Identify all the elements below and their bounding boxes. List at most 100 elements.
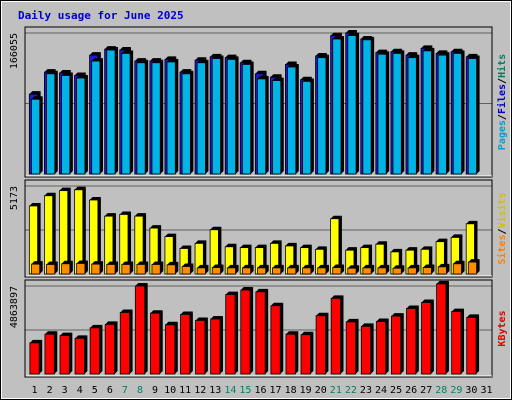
visits-panel-visits-bar-day-10-top	[164, 233, 177, 237]
hits-panel-files-bar-day-6-face	[106, 49, 116, 175]
x-tick-label-day-22: 22	[345, 385, 357, 396]
kbytes-panel-kbytes-bar-day-30-top	[466, 314, 480, 318]
hits-panel-side-label-part-3: /	[497, 78, 508, 84]
visits-panel-sites-bar-day-11-face	[181, 266, 191, 275]
visits-panel-visits-bar-day-30-top	[466, 220, 478, 224]
x-tick-label-day-21: 21	[330, 385, 342, 396]
visits-panel-visits-bar-day-13-top	[210, 226, 222, 230]
hits-panel-files-bar-day-9-top	[151, 59, 164, 63]
hits-panel-files-bar-day-28	[437, 52, 450, 175]
hits-panel-files-bar-day-15-side	[250, 61, 254, 174]
hits-panel-files-bar-day-6	[106, 47, 119, 175]
visits-panel-sites-bar-day-22-top	[347, 265, 360, 269]
visits-panel-sites-bar-day-26-top	[408, 264, 420, 268]
hits-panel-files-bar-day-4-top	[76, 75, 88, 79]
x-tick-label-day-12: 12	[194, 385, 206, 396]
visits-panel-sites-bar-day-20	[317, 264, 329, 275]
kbytes-panel-kbytes-bar-day-12	[195, 317, 208, 375]
visits-panel-sites-bar-day-2-face	[46, 264, 56, 275]
hits-panel-files-bar-day-17-side	[280, 77, 284, 174]
kbytes-panel-kbytes-bar-day-4	[74, 335, 88, 375]
hits-panel-ymax-label: 166055	[9, 33, 20, 69]
x-tick-label-day-25: 25	[390, 385, 402, 396]
hits-panel-files-bar-day-10-side	[175, 58, 179, 174]
hits-panel-files-bar-day-5-top	[91, 58, 103, 62]
visits-panel-visits-bar-day-27	[420, 246, 433, 275]
x-tick-label-day-20: 20	[315, 385, 327, 396]
hits-panel-files-bar-day-16-top	[257, 75, 269, 79]
visits-panel-sites-bar-day-15	[241, 264, 254, 275]
x-tick-label-day-14: 14	[224, 385, 236, 396]
visits-panel-sites-bar-day-3	[61, 260, 73, 275]
visits-panel-sites-bar-day-8	[136, 261, 149, 275]
x-tick-label-day-19: 19	[300, 385, 312, 396]
visits-panel-visits-bar-day-4-top	[74, 186, 86, 190]
kbytes-panel-kbytes-bar-day-30-side	[476, 314, 480, 374]
kbytes-panel-kbytes-bar-day-26-top	[406, 305, 419, 309]
kbytes-panel-kbytes-bar-day-15-side	[250, 287, 254, 374]
visits-panel-sites-bar-day-13	[211, 264, 224, 275]
hits-panel-files-bar-day-25-side	[401, 50, 405, 174]
visits-panel-sites-bar-day-15-face	[241, 267, 252, 275]
visits-panel-sites-bar-day-18-side	[295, 264, 299, 274]
visits-panel-sites-bar-day-20-top	[317, 264, 329, 268]
hits-panel-files-bar-day-24	[377, 51, 390, 175]
visits-panel-visits-bar-day-23-top	[360, 244, 373, 248]
hits-panel-files-bar-day-23-face	[362, 39, 372, 175]
visits-panel-visits-bar-day-13-side	[218, 226, 222, 274]
hits-panel-files-bar-day-20-side	[325, 54, 329, 174]
kbytes-panel-kbytes-bar-day-7-face	[119, 312, 130, 375]
visits-panel-visits-bar-day-1-top	[29, 202, 41, 206]
hits-panel-files-bar-day-10	[166, 58, 179, 175]
visits-panel-visits-bar-day-2-side	[52, 192, 56, 274]
visits-panel-sites-bar-day-28	[437, 263, 450, 275]
kbytes-panel-kbytes-bar-day-22-side	[355, 318, 359, 374]
hits-panel-files-bar-day-30-top	[468, 55, 480, 59]
visits-panel-sites-bar-day-2	[46, 261, 58, 275]
kbytes-panel-kbytes-bar-day-26-side	[415, 305, 419, 374]
hits-panel-hits-bar-day-27-top	[421, 45, 433, 49]
hits-panel-files-bar-day-1	[31, 96, 43, 175]
visits-panel-ymax-label: 5173	[9, 186, 20, 210]
hits-panel-side-label-part-1: /	[497, 114, 508, 120]
hits-panel-hits-bar-day-18-top	[285, 61, 297, 65]
visits-panel-visits-bar-day-7-side	[128, 211, 132, 274]
kbytes-panel-kbytes-bar-day-21-face	[330, 297, 341, 375]
visits-panel-sites-bar-day-24-top	[377, 264, 390, 268]
hits-panel-files-bar-day-20-top	[317, 54, 329, 58]
hits-panel-files-bar-day-18-top	[287, 64, 299, 68]
visits-panel-visits-bar-day-5-top	[89, 197, 101, 201]
kbytes-panel-kbytes-bar-day-13-face	[210, 318, 221, 375]
kbytes-panel-kbytes-bar-day-15-top	[240, 287, 254, 291]
visits-panel-sites-bar-day-7-top	[121, 261, 134, 265]
x-tick-label-day-16: 16	[254, 385, 266, 396]
visits-panel-visits-bar-day-18-top	[285, 242, 297, 246]
visits-panel-visits-bar-day-26-top	[405, 247, 418, 251]
hits-panel-files-bar-day-7-face	[121, 53, 131, 175]
x-tick-label-day-27: 27	[420, 385, 432, 396]
x-tick-label-day-5: 5	[92, 385, 98, 396]
visits-panel-sites-bar-day-22	[347, 265, 360, 275]
kbytes-panel-kbytes-bar-day-13-top	[210, 315, 223, 319]
hits-panel-files-bar-day-23-side	[371, 36, 375, 174]
hits-panel-files-bar-day-27-top	[423, 47, 435, 51]
x-tick-label-day-9: 9	[152, 385, 158, 396]
visits-panel-visits-bar-day-22-top	[345, 247, 357, 251]
hits-panel-hits-bar-day-10-top	[164, 56, 177, 60]
visits-panel-sites-bar-day-7-side	[130, 261, 134, 274]
kbytes-panel-kbytes-bar-day-8-top	[135, 283, 148, 286]
hits-panel-files-bar-day-2-face	[46, 73, 56, 175]
hits-panel-files-bar-day-11-top	[182, 70, 194, 74]
hits-panel-files-bar-day-12	[196, 59, 209, 175]
kbytes-panel-kbytes-bar-day-9-face	[149, 312, 161, 375]
x-tick-label-day-18: 18	[285, 385, 297, 396]
visits-panel-side-label-part-1: /	[497, 228, 508, 234]
hits-panel-hits-bar-day-7-top	[119, 47, 132, 51]
kbytes-panel-kbytes-bar-day-24-face	[375, 321, 387, 375]
x-tick-label-day-17: 17	[270, 385, 282, 396]
kbytes-panel-kbytes-bar-day-16-top	[255, 288, 269, 292]
hits-panel-files-bar-day-22-top	[347, 32, 360, 36]
kbytes-panel-kbytes-bar-day-29-side	[461, 308, 465, 374]
kbytes-panel-kbytes-bar-day-28-top	[436, 280, 449, 284]
visits-panel-visits-bar-day-3-top	[59, 187, 71, 191]
